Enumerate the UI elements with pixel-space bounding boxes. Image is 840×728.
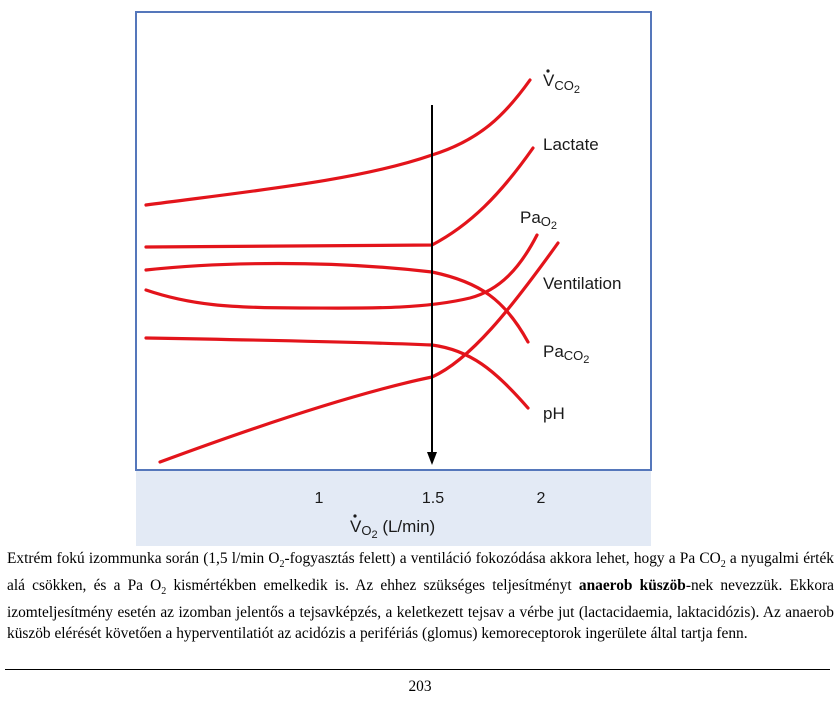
label-ventilation: Ventilation: [543, 274, 621, 293]
x-tick-1: 1: [315, 490, 324, 507]
bold-term: anaerob küszöb: [578, 577, 686, 595]
label-lactate: Lactate: [543, 135, 599, 154]
x-tick-2: 2: [537, 490, 546, 507]
threshold-arrow-head: [427, 452, 437, 465]
x-tick-1-5: 1.5: [422, 490, 444, 507]
label-ph: pH: [543, 404, 565, 423]
footer-rule: [5, 669, 830, 670]
label-vco2: VCO2: [543, 71, 580, 96]
figure-caption: Extrém fokú izommunka során (1,5 l/min O…: [7, 550, 834, 643]
physiology-figure: VCO2 Lactate PaO2 Ventilation PaCO2 pH 1…: [135, 11, 652, 546]
curve-ventilation: [158, 241, 560, 464]
x-axis-label: VO2 (L/min): [350, 517, 435, 541]
x-label-dot: [353, 514, 357, 518]
curve-paco2: [144, 261, 530, 344]
label-pao2: PaO2: [520, 208, 557, 232]
curve-vco2: [144, 78, 532, 207]
vco2-dot: [546, 69, 550, 73]
curve-lactate: [144, 146, 535, 249]
curve-ph: [144, 336, 530, 410]
curve-pao2: [144, 233, 539, 310]
plot-frame: [135, 11, 652, 471]
axis-band: [136, 470, 651, 546]
page-number: 203: [408, 678, 432, 695]
label-paco2: PaCO2: [543, 342, 589, 366]
